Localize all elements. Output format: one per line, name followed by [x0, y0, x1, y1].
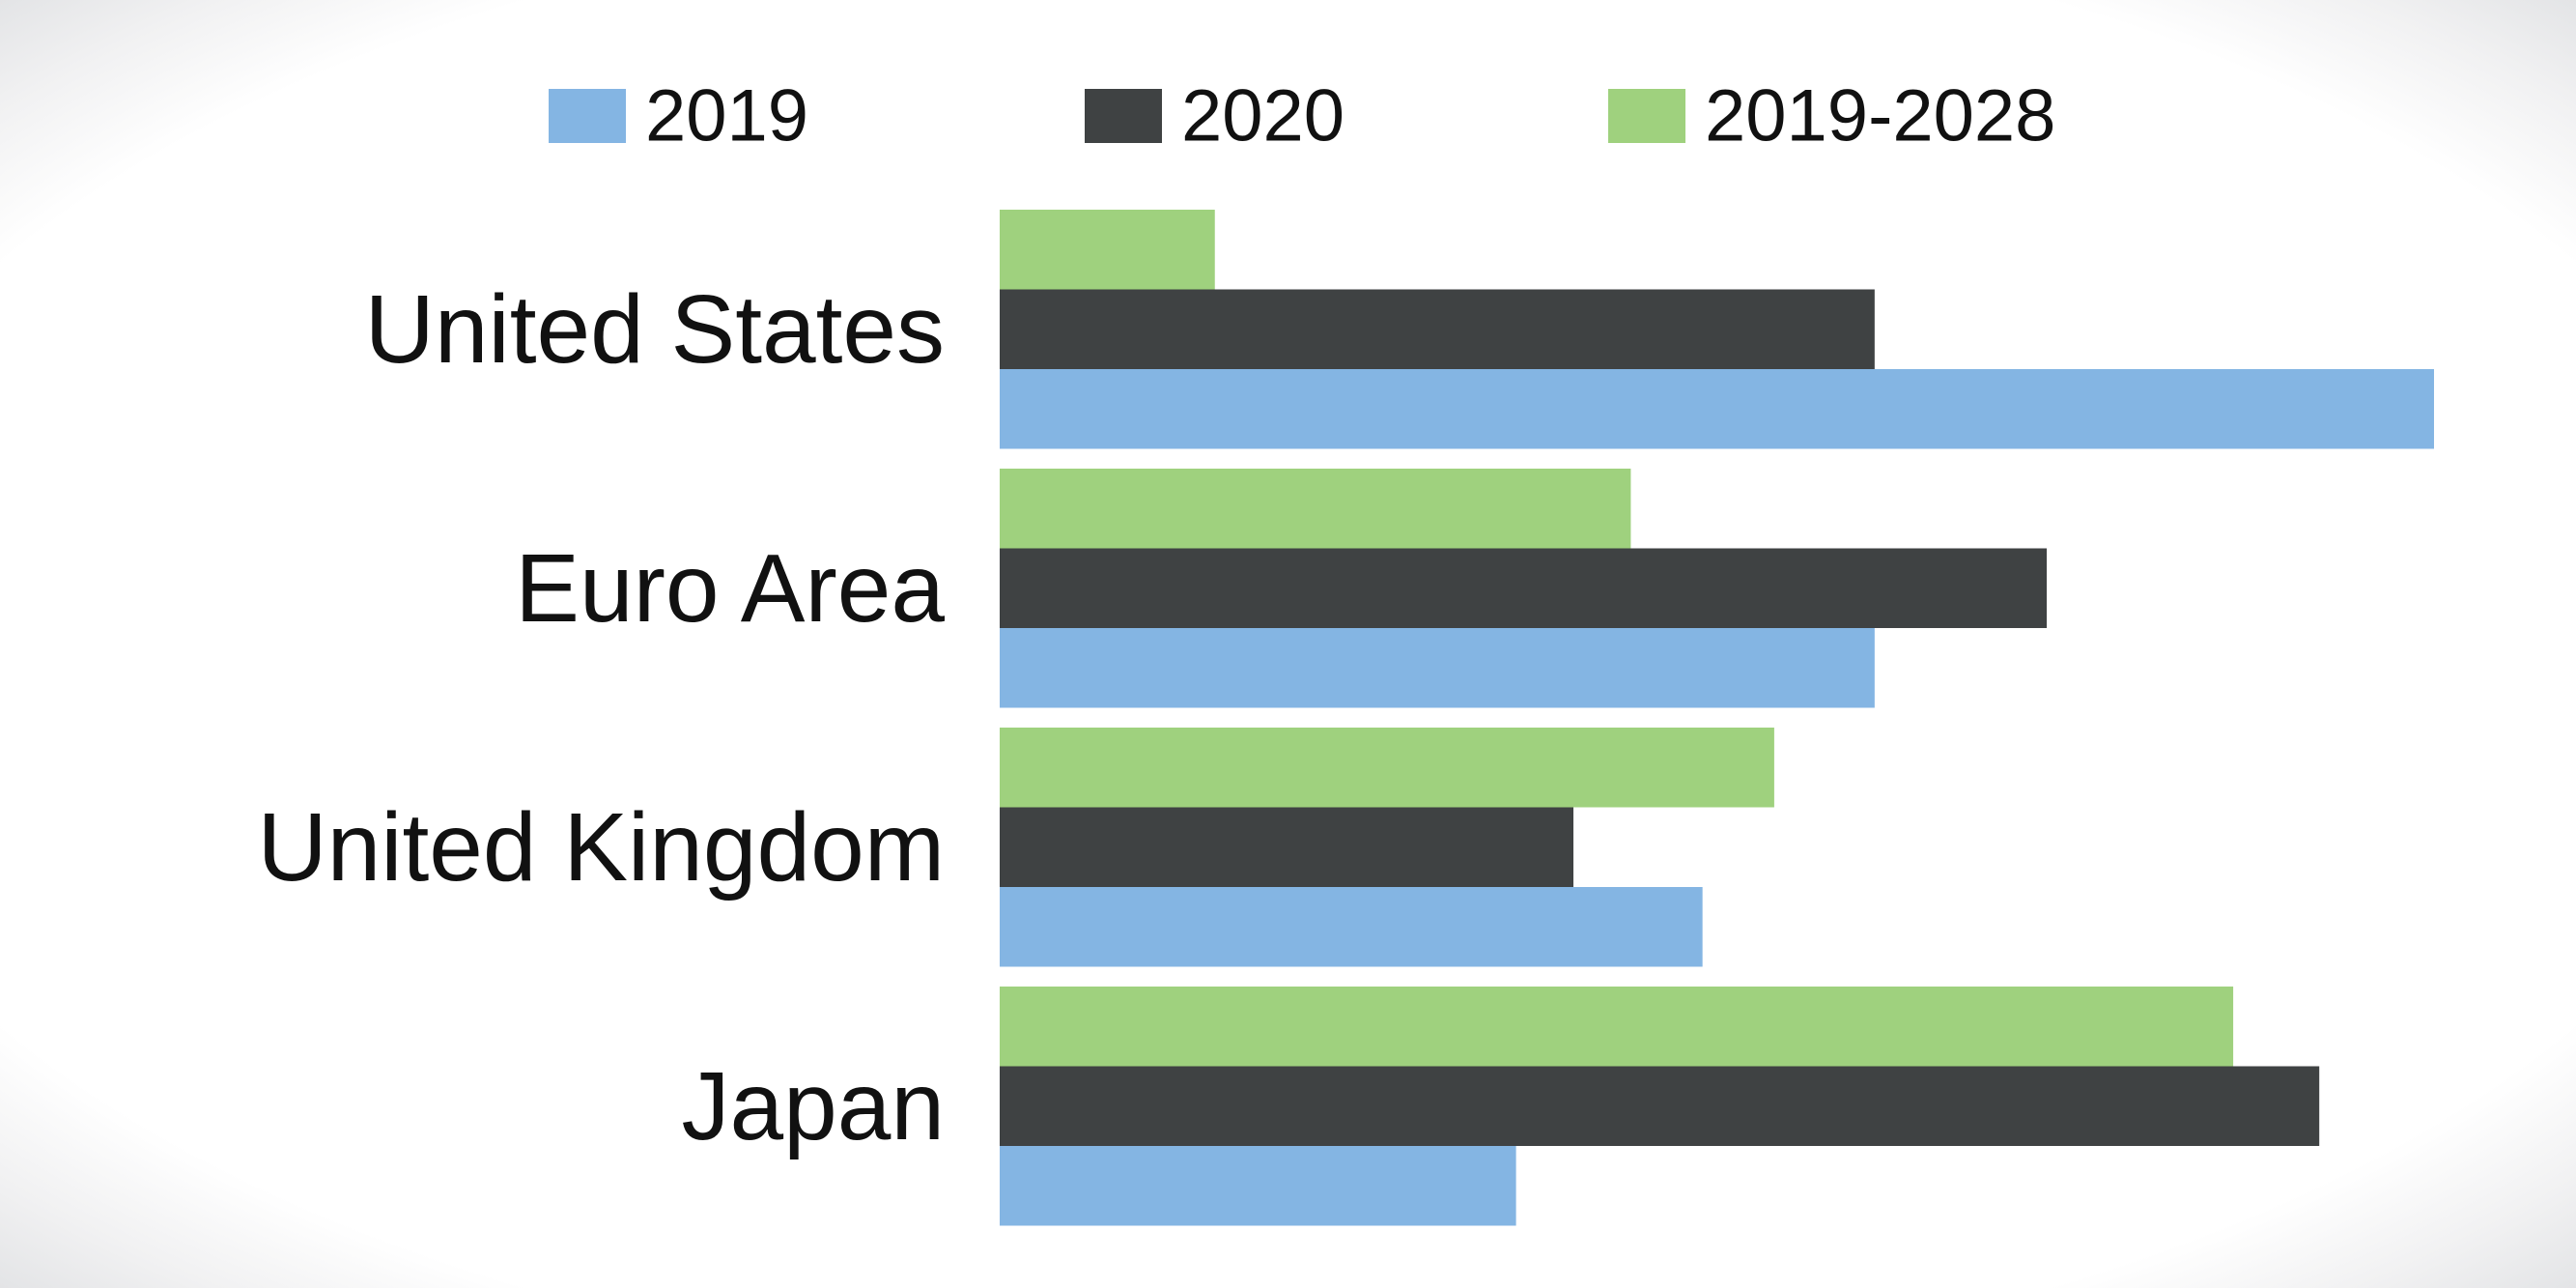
bar-japan-2020 — [1000, 1066, 2320, 1146]
category-label-euro-area: Euro Area — [515, 534, 945, 643]
bar-united-states-2020 — [1000, 289, 1875, 369]
bar-japan-2019 — [1000, 1146, 1516, 1226]
legend-label-2019-2028: 2019-2028 — [1705, 75, 2055, 157]
bar-united-states-2019-2028 — [1000, 210, 1215, 290]
bars — [1000, 210, 2434, 1226]
category-labels: United States Euro Area United Kingdom Japa… — [257, 275, 945, 1160]
bar-euro-area-2019 — [1000, 628, 1875, 708]
legend-label-2020: 2020 — [1181, 75, 1345, 157]
category-label-united-states: United States — [365, 275, 945, 384]
bar-united-kingdom-2020 — [1000, 807, 1573, 887]
bar-euro-area-2019-2028 — [1000, 469, 1631, 549]
legend-swatch-2020 — [1085, 89, 1162, 143]
bar-euro-area-2020 — [1000, 548, 2048, 628]
bar-japan-2019-2028 — [1000, 987, 2234, 1067]
category-label-united-kingdom: United Kingdom — [257, 793, 945, 902]
legend-label-2019: 2019 — [645, 75, 808, 157]
legend-swatch-2019 — [549, 89, 626, 143]
bar-united-kingdom-2019-2028 — [1000, 728, 1774, 808]
bar-united-states-2019 — [1000, 369, 2434, 449]
bar-united-kingdom-2019 — [1000, 887, 1703, 967]
legend-swatch-2019-2028 — [1608, 89, 1685, 143]
legend: 2019 2020 2019-2028 — [549, 75, 2055, 157]
category-label-japan: Japan — [682, 1052, 945, 1160]
